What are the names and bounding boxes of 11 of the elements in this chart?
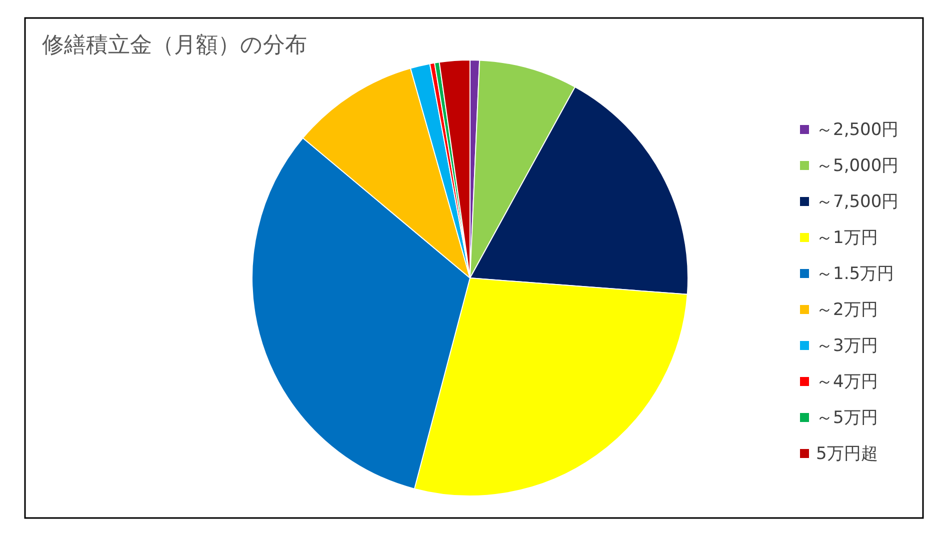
legend-label: ～5万円 [816, 408, 878, 428]
chart-title: 修繕積立金（月額）の分布 [42, 33, 307, 58]
legend-label: ～5,000円 [816, 156, 899, 176]
legend-label: ～1万円 [816, 228, 878, 248]
legend-label: ～2万円 [816, 300, 878, 320]
legend-label: 5万円超 [816, 444, 878, 464]
legend-label: ～4万円 [816, 372, 878, 392]
legend-label: ～3万円 [816, 336, 878, 356]
legend-label: ～7,500円 [816, 192, 899, 212]
legend-label: ～1.5万円 [816, 264, 894, 284]
legend-label: ～2,500円 [816, 120, 899, 140]
